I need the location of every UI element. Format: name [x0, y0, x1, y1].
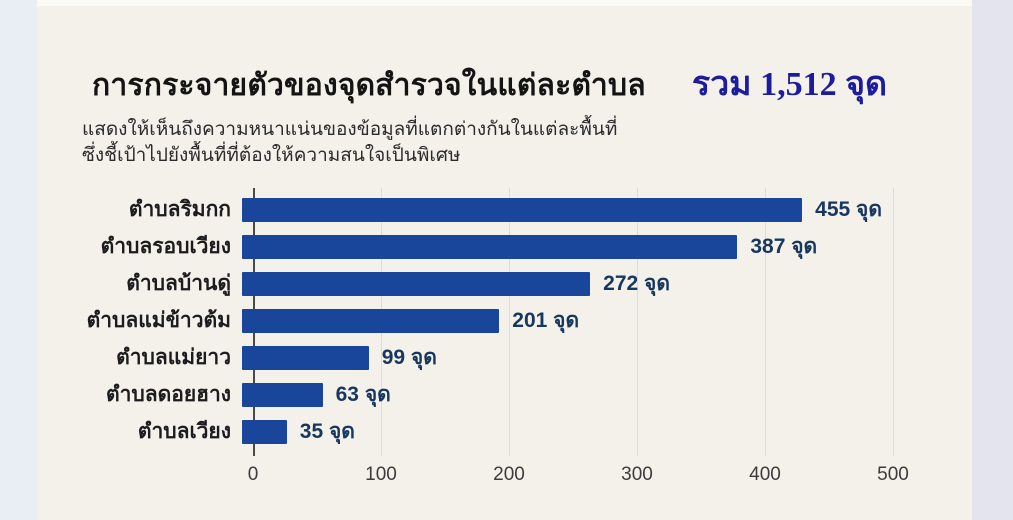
x-tick-label: 500 [877, 464, 909, 485]
category-label: ตำบลดอยฮาง [105, 383, 231, 406]
bar [242, 271, 591, 296]
bar-track: 455 จุด [242, 193, 882, 226]
bar-row: ตำบลบ้านดู่ 272 จุด [37, 265, 972, 302]
header: การกระจายตัวของจุดสำรวจในแต่ละตำบล รวม 1… [37, 0, 972, 110]
infographic-panel: การกระจายตัวของจุดสำรวจในแต่ละตำบล รวม 1… [37, 0, 972, 520]
left-margin-strip [0, 0, 37, 520]
total-points-badge: รวม 1,512 จุด [691, 66, 888, 103]
x-tick-label: 300 [621, 464, 653, 485]
value-label: 99 จุด [381, 346, 437, 369]
category-label: ตำบลแม่ข้าวต้ม [86, 309, 231, 332]
bar-track: 99 จุด [242, 341, 882, 374]
bar-row: ตำบลดอยฮาง 63 จุด [37, 376, 972, 413]
bar [242, 345, 369, 370]
x-tick-label: 200 [493, 464, 525, 485]
bar-track: 201 จุด [242, 304, 882, 337]
x-axis: 0 100 200 300 400 500 [248, 460, 909, 492]
value-label: 63 จุด [335, 383, 391, 406]
right-margin-strip [972, 0, 1013, 520]
subtitle-line-1: แสดงให้เห็นถึงความหนาแน่นของข้อมูลที่แตก… [82, 119, 618, 140]
bar [242, 419, 287, 444]
category-label: ตำบลเวียง [137, 420, 231, 443]
subtitle: แสดงให้เห็นถึงความหนาแน่นของข้อมูลที่แตก… [37, 117, 972, 169]
category-label: ตำบลแม่ยาว [116, 346, 231, 369]
bar [242, 382, 323, 407]
horizontal-bar-chart: ตำบลริมกก 455 จุดตำบลรอบเวียง 387 จุดตำบลบ… [37, 188, 972, 492]
bar-track: 35 จุด [242, 415, 882, 448]
x-tick-label: 100 [365, 464, 397, 485]
bar-rows: ตำบลริมกก 455 จุดตำบลรอบเวียง 387 จุดตำบลบ… [37, 191, 972, 450]
bar-track: 63 จุด [242, 378, 882, 411]
category-label: ตำบลริมกก [128, 198, 231, 221]
top-highlight-band [37, 0, 972, 6]
bar-row: ตำบลริมกก 455 จุด [37, 191, 972, 228]
bar-row: ตำบลรอบเวียง 387 จุด [37, 228, 972, 265]
bar-track: 387 จุด [242, 230, 882, 263]
value-label: 201 จุด [512, 309, 580, 332]
bar-row: ตำบลแม่ข้าวต้ม 201 จุด [37, 302, 972, 339]
bar-row: ตำบลแม่ยาว 99 จุด [37, 339, 972, 376]
bar [242, 197, 803, 222]
bar [242, 234, 738, 259]
value-label: 455 จุด [815, 198, 882, 221]
subtitle-line-2: ซึ่งชี้เป้าไปยังพื้นที่ที่ต้องให้ความสนใ… [82, 145, 461, 166]
x-tick-label: 0 [247, 464, 259, 485]
category-label: ตำบลบ้านดู่ [126, 272, 231, 295]
x-tick-label: 400 [749, 464, 781, 485]
bar-row: ตำบลเวียง 35 จุด [37, 413, 972, 450]
bar [242, 308, 500, 333]
value-label: 35 จุด [299, 420, 355, 443]
category-label: ตำบลรอบเวียง [100, 235, 231, 258]
value-label: 272 จุด [603, 272, 670, 295]
bar-track: 272 จุด [242, 267, 882, 300]
page-title: การกระจายตัวของจุดสำรวจในแต่ละตำบล [92, 69, 646, 102]
value-label: 387 จุด [750, 235, 818, 258]
